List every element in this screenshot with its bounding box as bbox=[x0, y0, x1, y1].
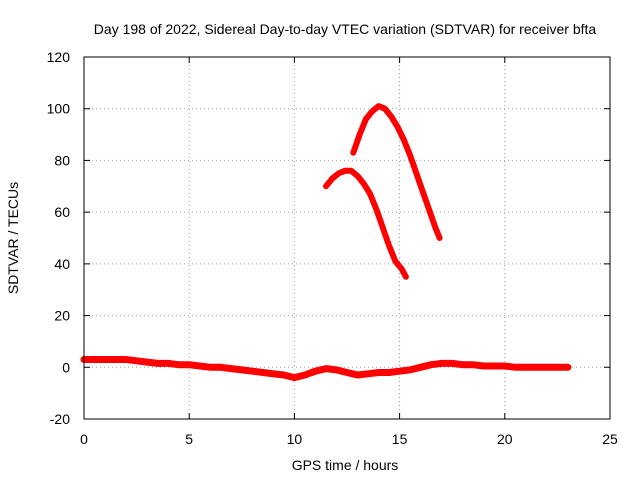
data-point-arc-1 bbox=[374, 207, 379, 213]
y-tick-label: -20 bbox=[50, 411, 70, 427]
data-point-arc-1 bbox=[355, 173, 360, 179]
data-point-baseline bbox=[165, 360, 171, 366]
tick-label-layer: 0 5 10 15 20 25 -20 0 20 40 60 80 100 120 bbox=[47, 49, 618, 447]
data-point-arc-1 bbox=[336, 170, 342, 176]
y-tick-label: 0 bbox=[62, 359, 70, 375]
data-point-baseline bbox=[365, 371, 371, 377]
data-point-baseline bbox=[218, 364, 224, 370]
x-axis-label: GPS time / hours bbox=[292, 457, 399, 473]
data-point-baseline bbox=[228, 366, 234, 372]
data-point-baseline bbox=[249, 368, 255, 374]
data-point-baseline bbox=[407, 367, 413, 373]
x-tick-label: 10 bbox=[287, 431, 303, 447]
data-point-baseline bbox=[134, 358, 140, 364]
y-tick-label: 100 bbox=[47, 101, 71, 117]
data-point-arc-1 bbox=[392, 258, 398, 264]
data-point-baseline bbox=[491, 363, 497, 369]
data-point-arc-2 bbox=[401, 137, 407, 143]
data-point-arc-2 bbox=[388, 114, 394, 119]
data-point-baseline bbox=[197, 363, 203, 369]
data-point-baseline bbox=[270, 371, 276, 377]
data-point-baseline bbox=[523, 364, 529, 370]
data-point-baseline bbox=[428, 362, 434, 368]
data-point-baseline bbox=[449, 360, 455, 366]
data-point-baseline bbox=[302, 372, 308, 378]
data-point-arc-1 bbox=[386, 243, 392, 249]
data-point-baseline bbox=[439, 360, 445, 366]
data-point-arc-2 bbox=[382, 106, 388, 112]
data-point-arc-2 bbox=[369, 108, 375, 114]
data-point-arc-2 bbox=[413, 170, 419, 176]
data-point-baseline bbox=[102, 357, 108, 362]
data-point-arc-1 bbox=[323, 183, 329, 189]
x-tick-label: 5 bbox=[185, 431, 193, 447]
y-tick-label: 40 bbox=[54, 256, 70, 272]
data-point-arc-2 bbox=[407, 152, 413, 158]
data-point-baseline bbox=[291, 375, 297, 381]
x-tick-label: 20 bbox=[497, 431, 513, 447]
series-layer bbox=[80, 103, 572, 382]
data-point-arc-2 bbox=[363, 116, 369, 122]
y-tick-label: 80 bbox=[54, 152, 70, 168]
data-point-baseline bbox=[207, 364, 213, 370]
data-point-baseline bbox=[418, 364, 424, 370]
y-tick-label: 60 bbox=[54, 204, 70, 220]
chart-title: Day 198 of 2022, Sidereal Day-to-day VTE… bbox=[94, 21, 597, 37]
data-point-baseline bbox=[470, 362, 476, 368]
data-point-arc-2 bbox=[357, 132, 363, 138]
data-point-baseline bbox=[502, 363, 508, 369]
data-point-baseline bbox=[397, 368, 403, 374]
grid-layer bbox=[84, 57, 610, 419]
data-point-baseline bbox=[533, 364, 539, 370]
data-point-baseline bbox=[386, 370, 392, 375]
data-point-baseline bbox=[554, 364, 560, 370]
x-tick-label: 15 bbox=[392, 431, 408, 447]
data-point-baseline bbox=[512, 364, 518, 370]
data-point-baseline bbox=[281, 372, 287, 378]
data-point-arc-1 bbox=[367, 191, 373, 197]
data-point-baseline bbox=[565, 364, 571, 370]
data-point-arc-2 bbox=[432, 225, 438, 231]
data-point-baseline bbox=[312, 368, 318, 374]
data-point-arc-2 bbox=[426, 207, 432, 213]
data-point-baseline bbox=[355, 372, 360, 378]
tick-layer bbox=[83, 56, 611, 420]
data-point-baseline bbox=[260, 370, 266, 375]
data-point-baseline bbox=[323, 366, 329, 372]
data-point-baseline bbox=[155, 360, 161, 366]
data-point-arc-2 bbox=[420, 189, 426, 194]
x-tick-label: 25 bbox=[602, 431, 618, 447]
data-point-baseline bbox=[376, 370, 382, 375]
data-point-arc-2 bbox=[350, 150, 356, 156]
data-point-baseline bbox=[92, 357, 97, 362]
data-point-arc-2 bbox=[437, 235, 443, 241]
data-point-arc-1 bbox=[342, 168, 348, 174]
data-point-arc-1 bbox=[399, 266, 405, 272]
data-point-arc-1 bbox=[361, 181, 367, 187]
data-point-baseline bbox=[334, 367, 339, 373]
data-point-baseline bbox=[344, 370, 350, 375]
x-tick-label: 0 bbox=[80, 431, 88, 447]
data-point-arc-1 bbox=[329, 176, 335, 181]
data-point-arc-1 bbox=[348, 168, 354, 174]
data-point-baseline bbox=[481, 363, 487, 369]
data-point-baseline bbox=[186, 362, 192, 368]
y-tick-label: 20 bbox=[54, 308, 70, 324]
data-point-arc-1 bbox=[403, 274, 409, 280]
data-point-baseline bbox=[176, 362, 182, 368]
data-point-baseline bbox=[460, 362, 466, 368]
data-point-baseline bbox=[239, 367, 245, 373]
data-point-baseline bbox=[144, 359, 150, 365]
data-point-baseline bbox=[113, 357, 119, 362]
data-point-baseline bbox=[123, 357, 129, 362]
y-axis-label: SDTVAR / TECUs bbox=[5, 182, 21, 294]
data-point-baseline bbox=[544, 364, 550, 370]
y-tick-label: 120 bbox=[47, 49, 71, 65]
data-point-arc-1 bbox=[380, 225, 386, 231]
data-point-arc-2 bbox=[376, 103, 382, 109]
plot-frame bbox=[83, 56, 611, 420]
data-point-arc-2 bbox=[395, 124, 400, 130]
